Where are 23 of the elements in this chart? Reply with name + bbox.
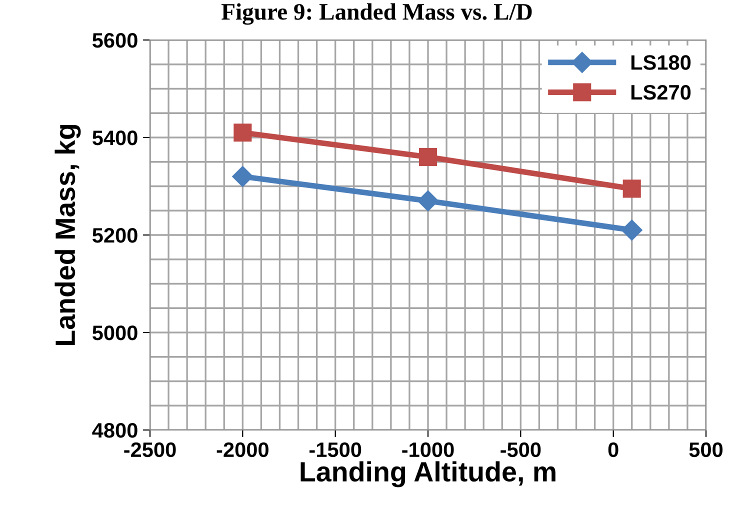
- y-tick-label: 5200: [92, 228, 138, 243]
- y-tick-label: 5400: [92, 130, 138, 146]
- x-tick-label: -2000: [216, 442, 268, 458]
- x-tick-label: -2500: [124, 442, 176, 458]
- x-tick-label: -1000: [402, 442, 454, 458]
- y-tick-label: 5600: [92, 33, 138, 48]
- legend-label: LS270: [631, 84, 691, 100]
- chart-title: Figure 9: Landed Mass vs. L/D: [222, 3, 532, 25]
- x-tick-label: 500: [689, 442, 723, 458]
- y-tick-label: 4800: [92, 423, 138, 438]
- point: [234, 124, 252, 142]
- point: [621, 220, 642, 241]
- x-axis-title: Landing Altitude, m: [300, 461, 556, 488]
- point: [232, 166, 254, 188]
- legend-label: LS180: [631, 55, 691, 70]
- y-tick-label: 5000: [92, 326, 138, 340]
- x-tick-label: 0: [608, 442, 618, 458]
- point: [417, 190, 439, 212]
- x-tick-label: -1500: [310, 442, 362, 458]
- point: [622, 180, 641, 198]
- point: [418, 148, 438, 166]
- y-axis-title: Landed Mass, kg: [54, 124, 81, 346]
- x-tick-label: -500: [500, 442, 541, 458]
